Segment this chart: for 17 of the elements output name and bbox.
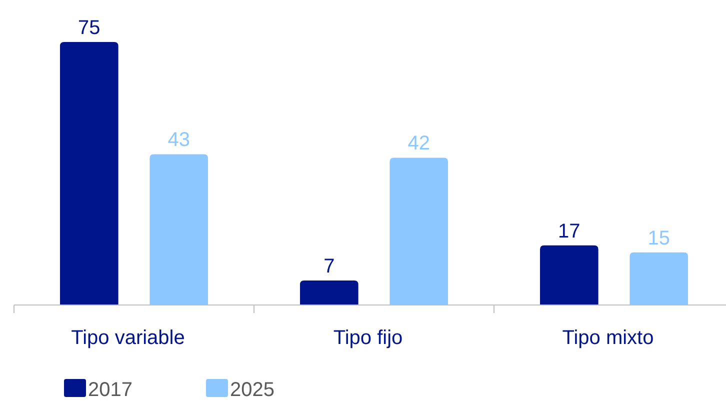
data-label: 15 [648,227,670,250]
x-tick-label: Tipo mixto [562,327,654,349]
x-tick-label: Tipo fijo [333,327,403,349]
data-label: 17 [558,220,580,242]
data-label: 42 [408,132,430,155]
bar [390,158,448,305]
data-label: 75 [78,17,100,39]
data-label: 43 [168,129,190,152]
data-label: 7 [324,255,335,278]
x-tick-label: Tipo variable [71,327,185,349]
legend-label: 2017 [88,379,132,401]
bar [540,245,598,305]
bar [630,252,688,305]
bar [60,42,118,305]
legend-label: 2025 [230,379,274,401]
bar [150,154,208,305]
bar [300,280,358,305]
